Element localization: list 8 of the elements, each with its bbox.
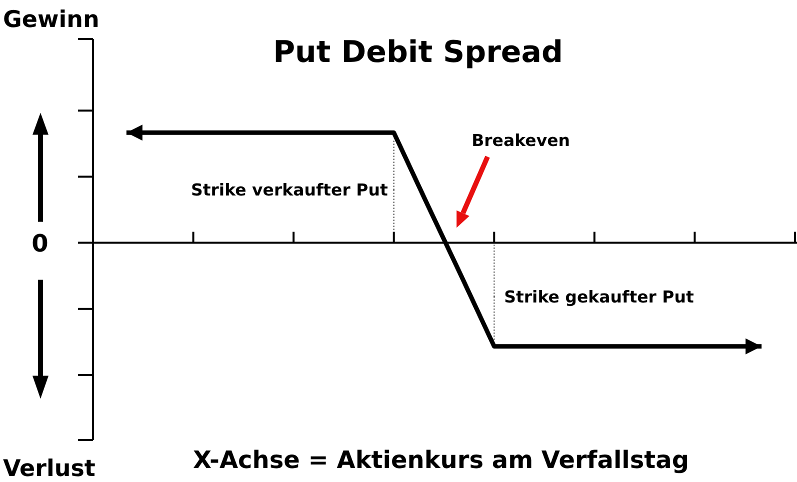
annotation: Breakeven: [472, 130, 570, 150]
text: Verlust: [3, 456, 96, 482]
annotation: Strike verkaufter Put: [191, 180, 388, 200]
text: 0: [32, 229, 48, 258]
chart-title: Put Debit Spread: [273, 35, 563, 70]
x-axis-title: X-Achse = Aktienkurs am Verfallstag: [192, 446, 690, 474]
annotation: Strike gekaufter Put: [504, 288, 694, 307]
text: Gewinn: [3, 7, 100, 33]
